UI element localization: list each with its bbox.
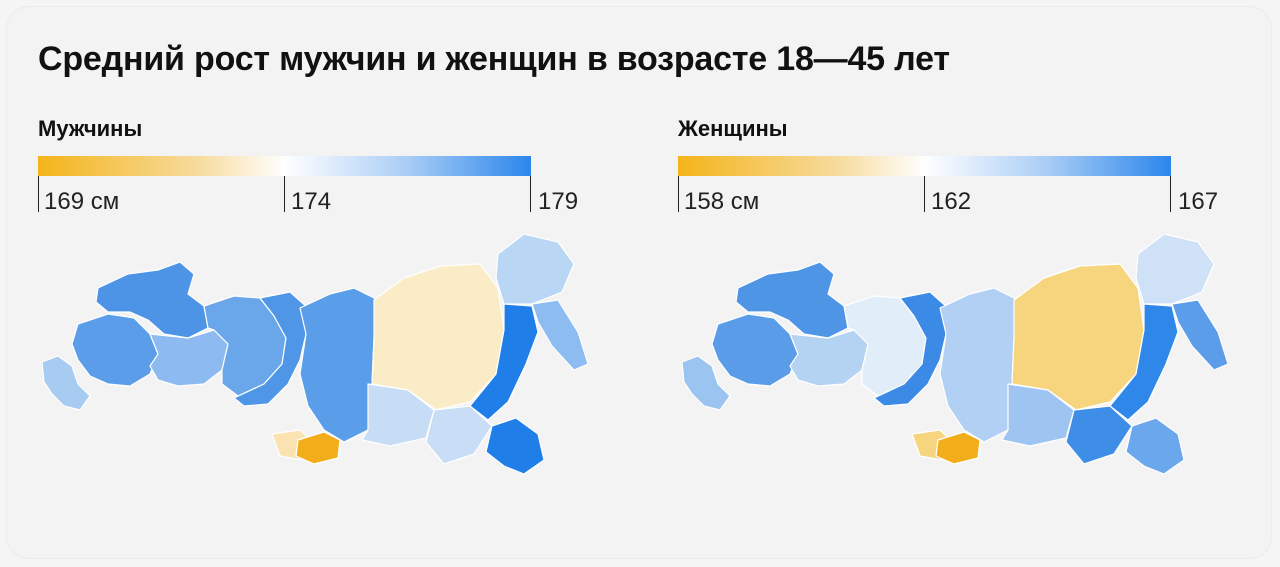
women-russia-map (681, 234, 1229, 475)
men-region-tuva (295, 431, 341, 465)
women-region-south (681, 355, 731, 411)
men-scale-max-label: 179 (538, 188, 579, 215)
men-panel-title: Мужчины (38, 116, 143, 141)
men-region-khabarovsk (469, 303, 539, 421)
women-region-central (711, 313, 799, 387)
men-region-central (71, 313, 159, 387)
women-region-khabarovsk (1109, 303, 1179, 421)
men-scale-tick-min (38, 176, 39, 212)
men-panel: Мужчины 169 см 174 179 (38, 116, 598, 556)
men-region-primorye (485, 417, 545, 475)
women-scale-mid-label: 162 (931, 188, 972, 215)
women-region-tuva (935, 431, 981, 465)
men-scale-mid-label: 174 (291, 188, 332, 215)
men-region-volga (149, 329, 229, 387)
men-scale-tick-mid (284, 176, 285, 212)
women-scale-min-label: 158 см (684, 188, 760, 215)
women-scale-tick-max (1170, 176, 1171, 212)
women-panel-title: Женщины (678, 116, 788, 141)
men-region-krasnoyarsk (299, 287, 379, 443)
women-region-amur (1065, 405, 1133, 465)
women-region-krasnoyarsk (939, 287, 1019, 443)
women-panel: Женщины 158 см 162 167 (678, 116, 1238, 556)
page-title: Средний рост мужчин и женщин в возрасте … (38, 40, 950, 78)
men-scale-tick-max (530, 176, 531, 212)
men-region-kamchatka (531, 299, 589, 371)
men-region-south (41, 355, 91, 411)
women-region-chukotka (1135, 234, 1215, 305)
men-russia-map (41, 234, 589, 475)
women-scale-max-label: 167 (1178, 188, 1219, 215)
women-region-volga (789, 329, 869, 387)
women-scale-tick-mid (924, 176, 925, 212)
men-scale-min-label: 169 см (44, 188, 120, 215)
men-color-scale (38, 156, 531, 176)
men-region-chukotka (495, 234, 575, 305)
men-region-amur (425, 405, 493, 465)
women-color-scale (678, 156, 1171, 176)
women-region-kamchatka (1171, 299, 1229, 371)
women-scale-tick-min (678, 176, 679, 212)
women-region-primorye (1125, 417, 1185, 475)
